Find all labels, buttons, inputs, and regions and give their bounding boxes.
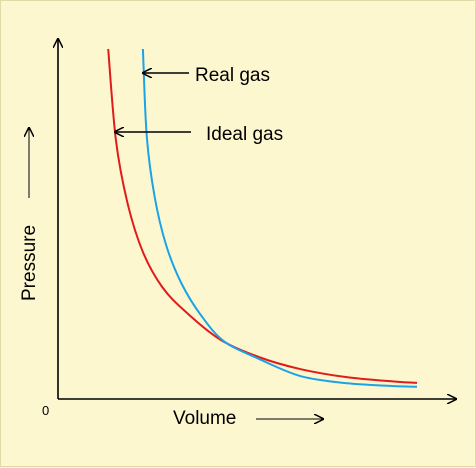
real-gas-curve — [141, 48, 418, 388]
ideal-gas-curve — [107, 48, 418, 384]
series-layer — [107, 48, 418, 388]
origin-label: 0 — [42, 403, 49, 418]
ideal-gas-annotation: Ideal gas — [206, 124, 283, 145]
x-axis-label: Volume — [173, 408, 236, 429]
y-axis-label: Pressure — [19, 225, 40, 301]
real-gas-annotation: Real gas — [195, 65, 270, 86]
